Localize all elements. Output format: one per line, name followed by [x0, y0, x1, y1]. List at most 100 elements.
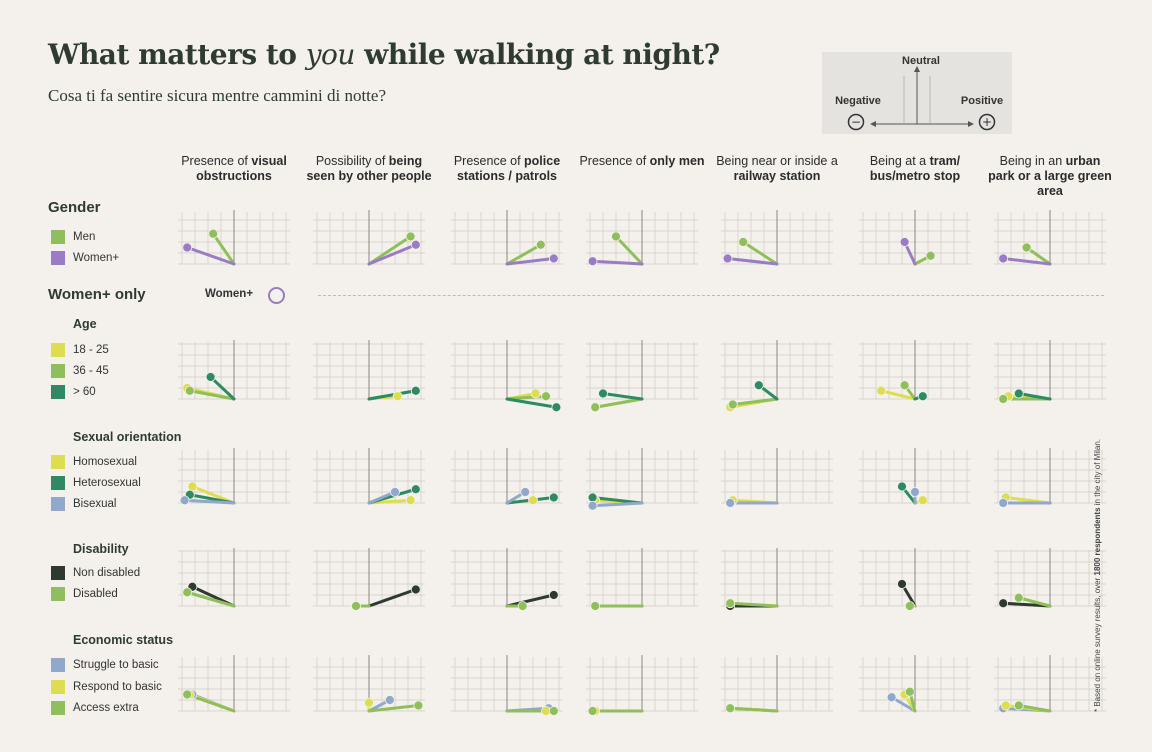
section-disability: Disability [73, 542, 129, 556]
column-header-bold: railway station [733, 169, 821, 183]
data-point [405, 231, 416, 242]
legend-item: 36 - 45 [51, 364, 109, 378]
mini-chart [859, 340, 971, 402]
column-header: Being near or inside a railway station [712, 154, 842, 184]
series-line [1001, 601, 1052, 608]
mini-chart [994, 340, 1106, 404]
series-line [183, 498, 236, 505]
column-header: Presence of only men [577, 154, 707, 169]
mini-chart [451, 548, 563, 611]
column-header-bold: only men [649, 154, 705, 168]
column-header-text: Being at a [869, 154, 930, 168]
column-header-bold: police stations / patrols [456, 154, 561, 183]
mini-chart [586, 655, 698, 716]
section-sexual-orientation: Sexual orientation [73, 430, 182, 444]
section-age: Age [73, 317, 97, 331]
series-line [1017, 392, 1052, 401]
series-line [593, 397, 644, 409]
legend-label: > 60 [73, 386, 96, 398]
data-point [413, 700, 424, 711]
legend-swatch [51, 497, 65, 511]
column-header: Being at a tram/ bus/metro stop [850, 154, 980, 184]
mini-chart [586, 340, 698, 413]
data-point [541, 391, 551, 402]
legend-item: Struggle to basic [51, 658, 159, 672]
key-neutral: Neutral [902, 55, 940, 67]
axis-key: Neutral Negative Positive − + [822, 52, 1012, 134]
series-line [591, 259, 644, 266]
series-line [505, 257, 556, 266]
mini-chart [859, 548, 971, 611]
data-point [548, 706, 559, 716]
mini-chart [721, 340, 833, 413]
mini-chart [721, 210, 833, 266]
data-point [917, 495, 928, 506]
legend-item: Women+ [51, 251, 119, 265]
legend-label: Homosexual [73, 456, 137, 468]
data-point [725, 598, 736, 609]
series-line [367, 235, 413, 266]
mini-chart [994, 655, 1106, 714]
legend-label: Struggle to basic [73, 659, 159, 671]
data-point [897, 481, 907, 492]
data-point [208, 228, 219, 239]
data-point [590, 601, 601, 611]
legend-label: Disabled [73, 588, 118, 600]
legend-item: Heterosexual [51, 476, 141, 490]
legend-item: Men [51, 230, 95, 244]
data-point [184, 385, 195, 396]
series-line [367, 498, 413, 505]
data-point [727, 399, 738, 410]
legend-item: Homosexual [51, 455, 137, 469]
data-point [904, 601, 915, 611]
data-point [1013, 700, 1024, 711]
data-point [182, 242, 193, 253]
mini-chart [586, 448, 698, 511]
series-line [591, 501, 644, 508]
data-point [1021, 242, 1032, 253]
column-header: Presence of visual obstructions [169, 154, 299, 184]
section-economic: Economic status [73, 633, 174, 647]
title-part: What matters to [48, 38, 306, 71]
mini-chart [178, 340, 290, 401]
data-point [587, 492, 598, 503]
mini-chart [721, 448, 833, 508]
legend-label: Women+ [73, 252, 120, 264]
series-line [728, 706, 779, 713]
mini-chart [451, 655, 563, 716]
legend-label: Access extra [73, 702, 139, 714]
data-point [548, 492, 559, 503]
series-line [1001, 257, 1052, 266]
data-point [392, 391, 403, 402]
mini-chart [859, 210, 971, 266]
data-point [998, 598, 1009, 609]
series-line [726, 257, 779, 266]
divider [318, 295, 1104, 296]
data-point [725, 498, 736, 508]
column-header: Presence of police stations / patrols [442, 154, 572, 184]
data-point [179, 495, 190, 506]
data-point [590, 402, 601, 413]
column-header-bold: being seen by other people [306, 154, 432, 183]
column-header-text: Presence of [579, 154, 650, 168]
data-point [738, 237, 749, 247]
data-point [998, 498, 1009, 508]
series-line [367, 588, 418, 608]
series-line [367, 243, 418, 266]
mini-chart [859, 448, 971, 506]
mini-chart [721, 655, 833, 714]
series-line [505, 243, 543, 266]
legend-item: Disabled [51, 587, 118, 601]
data-point [384, 695, 395, 705]
mini-chart [313, 448, 425, 506]
legend-swatch [51, 658, 65, 672]
data-point [998, 253, 1009, 264]
data-point [410, 385, 421, 396]
footnote-part: in the city of Milan. [1093, 438, 1102, 508]
data-point [897, 579, 907, 589]
series-line [731, 397, 779, 406]
plus-icon [978, 113, 996, 131]
women-only-tag: Women+ [205, 288, 254, 300]
title-part: while walking at night? [354, 38, 720, 71]
